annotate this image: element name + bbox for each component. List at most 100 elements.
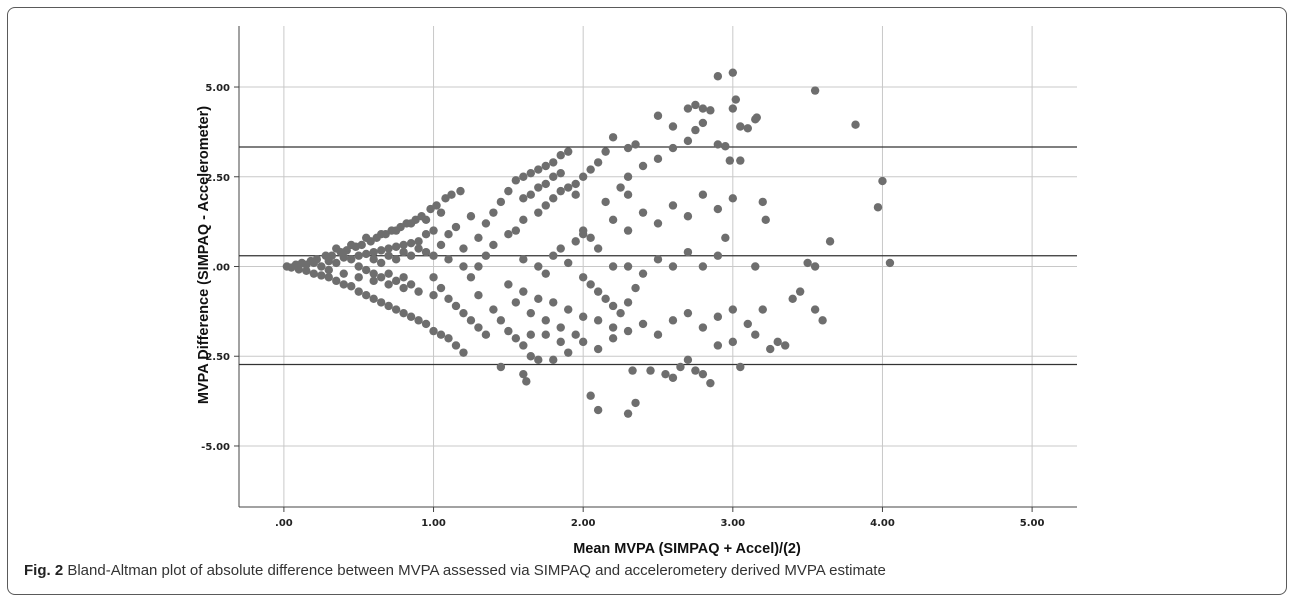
data-point [339, 253, 348, 262]
data-point [339, 280, 348, 289]
data-point [578, 172, 588, 181]
data-point [721, 142, 730, 151]
data-point [549, 158, 558, 167]
data-point [541, 201, 550, 210]
x-axis-title: Mean MVPA (SIMPAQ + Accel)/(2) [573, 541, 801, 557]
y-axis-title: MVPA Difference (SIMPAQ - Accelerometer) [196, 106, 212, 404]
data-point [474, 291, 483, 300]
data-point [361, 233, 371, 242]
data-point [766, 344, 775, 354]
data-point [683, 355, 693, 365]
data-point [302, 260, 311, 269]
data-point [556, 337, 565, 347]
data-point [556, 151, 565, 160]
data-point [466, 273, 476, 282]
data-point [354, 251, 363, 260]
data-point [399, 240, 408, 250]
data-point [354, 287, 363, 296]
data-point [698, 369, 708, 379]
data-point [698, 262, 708, 271]
data-point [354, 273, 363, 282]
data-point [616, 308, 625, 318]
data-point [332, 244, 341, 253]
data-point [496, 316, 506, 325]
data-point [825, 237, 835, 246]
data-point [317, 262, 326, 271]
data-point [653, 330, 663, 339]
data-point [324, 265, 333, 275]
data-point [294, 265, 304, 274]
data-point [608, 323, 618, 332]
data-point [683, 104, 693, 113]
data-point [526, 168, 536, 178]
data-point [496, 362, 506, 372]
data-point [593, 344, 603, 354]
data-point [698, 118, 708, 128]
data-point [653, 111, 663, 120]
y-tick-label: 2.50 [205, 173, 230, 184]
figure-caption: Fig. 2 Bland-Altman plot of absolute dif… [24, 562, 886, 579]
data-point [586, 280, 595, 289]
data-point [481, 330, 491, 339]
data-point [406, 219, 416, 228]
data-point [481, 219, 491, 228]
data-point [736, 156, 745, 165]
data-point [728, 68, 738, 77]
data-point [683, 212, 693, 221]
data-point [683, 136, 693, 146]
data-point [504, 326, 513, 336]
data-point [631, 283, 640, 293]
data-point [436, 208, 446, 217]
data-point [818, 316, 827, 325]
data-point [713, 251, 723, 260]
data-point [504, 186, 513, 196]
data-point [541, 161, 550, 171]
data-point [384, 244, 393, 253]
data-point [534, 355, 543, 365]
data-point [369, 269, 378, 278]
data-point [691, 125, 700, 135]
data-point [376, 273, 386, 282]
data-point [601, 294, 610, 304]
data-point [399, 247, 408, 257]
data-point [489, 240, 498, 250]
data-point [429, 251, 438, 260]
data-point [519, 341, 528, 350]
data-point [661, 369, 670, 379]
y-tick-label: -5.00 [201, 442, 230, 453]
data-point [459, 244, 468, 253]
data-point [721, 233, 730, 242]
data-point [616, 183, 625, 192]
data-point [728, 194, 738, 203]
data-point [638, 319, 648, 329]
data-point [788, 294, 797, 304]
data-point [873, 203, 883, 212]
data-point [638, 269, 648, 278]
data-point [384, 251, 393, 260]
data-point [444, 229, 453, 239]
data-point [421, 215, 431, 225]
data-point [623, 298, 633, 307]
data-point [691, 100, 700, 110]
x-tick-label: 4.00 [870, 518, 895, 529]
data-point [459, 262, 468, 271]
data-point [810, 262, 820, 271]
data-point [332, 276, 341, 286]
data-point [444, 334, 453, 343]
data-point [541, 179, 550, 189]
data-point [406, 251, 416, 260]
data-point [399, 308, 408, 318]
x-tick-label: .00 [275, 518, 293, 529]
data-point [691, 366, 700, 375]
data-point [713, 140, 723, 149]
data-point [586, 391, 595, 400]
data-point [511, 334, 521, 343]
data-point [564, 147, 573, 156]
data-point [668, 122, 678, 131]
data-point [586, 233, 595, 242]
data-point [522, 377, 531, 386]
data-point [406, 238, 416, 248]
data-point [623, 226, 633, 235]
data-point [593, 158, 603, 167]
data-point [549, 194, 558, 203]
